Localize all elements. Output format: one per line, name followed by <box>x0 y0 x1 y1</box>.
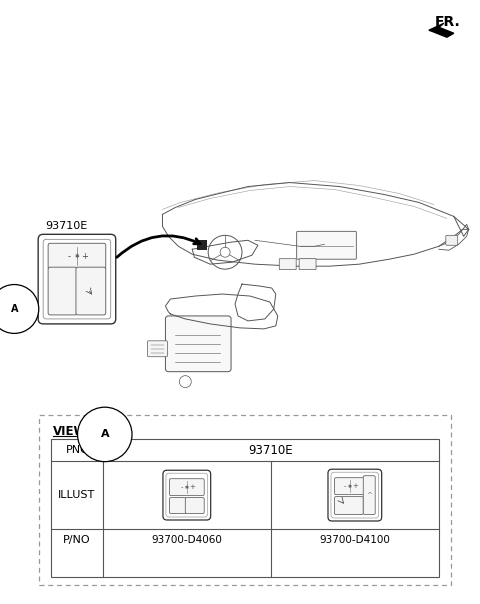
Text: A: A <box>11 304 18 314</box>
FancyBboxPatch shape <box>76 267 106 315</box>
FancyBboxPatch shape <box>297 231 356 259</box>
Text: 93700-D4060: 93700-D4060 <box>151 535 222 545</box>
FancyBboxPatch shape <box>163 471 211 520</box>
FancyBboxPatch shape <box>38 234 116 324</box>
FancyBboxPatch shape <box>169 498 186 513</box>
FancyBboxPatch shape <box>43 239 111 319</box>
Text: ^: ^ <box>366 492 372 498</box>
Text: -: - <box>344 483 346 489</box>
Text: P/NO: P/NO <box>63 535 91 545</box>
Text: 93700-D4100: 93700-D4100 <box>319 535 390 545</box>
Text: 93710E: 93710E <box>249 444 293 457</box>
Text: ✱: ✱ <box>74 254 79 259</box>
FancyBboxPatch shape <box>335 478 365 495</box>
Text: +: + <box>352 483 358 489</box>
Text: ILLUST: ILLUST <box>59 490 96 500</box>
FancyBboxPatch shape <box>147 341 168 357</box>
Text: PNC: PNC <box>65 445 88 455</box>
Text: +: + <box>189 484 195 490</box>
Text: +: + <box>82 252 88 261</box>
FancyBboxPatch shape <box>363 476 375 515</box>
FancyBboxPatch shape <box>48 267 77 315</box>
FancyBboxPatch shape <box>169 479 204 496</box>
FancyBboxPatch shape <box>446 236 458 245</box>
Text: -: - <box>68 252 71 261</box>
FancyBboxPatch shape <box>185 498 204 513</box>
FancyBboxPatch shape <box>166 473 208 517</box>
Bar <box>51 439 439 577</box>
FancyBboxPatch shape <box>39 416 451 585</box>
FancyBboxPatch shape <box>166 316 231 371</box>
Text: ✱: ✱ <box>185 484 189 490</box>
Polygon shape <box>429 24 454 37</box>
FancyBboxPatch shape <box>328 469 382 521</box>
Text: FR.: FR. <box>435 15 461 30</box>
FancyBboxPatch shape <box>335 496 363 515</box>
FancyBboxPatch shape <box>197 240 207 250</box>
Text: ✱: ✱ <box>348 484 352 489</box>
FancyBboxPatch shape <box>48 243 106 269</box>
Text: VIEW: VIEW <box>53 425 87 439</box>
FancyBboxPatch shape <box>299 259 316 269</box>
Text: A: A <box>100 429 109 440</box>
Text: -: - <box>180 484 183 490</box>
FancyBboxPatch shape <box>279 259 296 269</box>
FancyBboxPatch shape <box>331 472 379 518</box>
Text: 93710E: 93710E <box>45 221 87 231</box>
